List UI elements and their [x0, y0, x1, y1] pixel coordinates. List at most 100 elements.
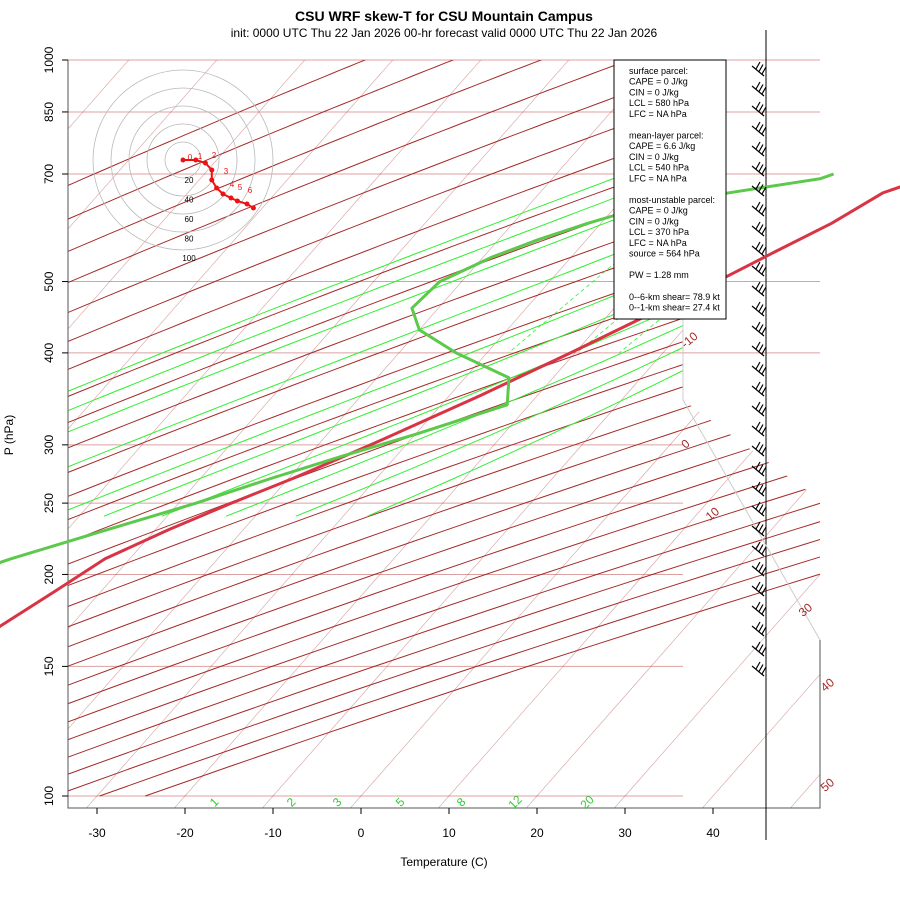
barb-flag: [761, 66, 767, 75]
wind-barb: [751, 321, 767, 337]
dry-adiabat-line: [68, 60, 820, 797]
barb-flag: [761, 366, 767, 375]
dry-adiabat-line: [145, 60, 820, 797]
barb-flag: [761, 146, 767, 155]
wind-barb: [751, 601, 767, 617]
x-tick-label: -30: [88, 826, 106, 840]
barb-flag: [761, 166, 767, 175]
barb-flag: [758, 444, 764, 452]
barb-staff: [751, 565, 765, 577]
moist-adiabat-line: [295, 60, 820, 517]
barb-flag: [758, 344, 764, 352]
barb-staff: [751, 505, 765, 517]
isotherm-label: 50: [818, 775, 837, 795]
y-tick-label: 1000: [42, 46, 56, 73]
dry-adiabat-line: [68, 60, 820, 797]
barb-flag: [761, 466, 767, 475]
mixing-ratio-label: 8: [454, 795, 469, 810]
wind-barb: [751, 201, 767, 217]
y-tick-label: 200: [42, 564, 56, 584]
barb-staff: [751, 285, 765, 297]
hodograph-point: [220, 191, 226, 197]
wind-barb: [751, 461, 767, 477]
hodograph-height-label: 4: [230, 180, 235, 189]
barb-flag: [761, 666, 767, 675]
barb-flag: [758, 64, 764, 72]
info-line: LFC = NA hPa: [629, 238, 687, 248]
isotherm-line: [859, 30, 900, 830]
info-line: source = 564 hPa: [629, 249, 700, 259]
barb-flag: [755, 161, 761, 170]
barb-flag: [761, 586, 767, 595]
wind-barb: [751, 221, 767, 237]
moist-adiabat-line: [225, 60, 820, 517]
hodograph-point: [209, 177, 215, 183]
barb-flag: [755, 621, 761, 630]
barb-flag: [755, 141, 761, 150]
barb-flag: [758, 224, 764, 232]
barb-staff: [751, 305, 765, 317]
y-axis-label: P (hPa): [2, 415, 16, 455]
barb-staff: [751, 245, 765, 257]
hodograph-ring-label: 80: [185, 235, 194, 244]
barb-staff: [751, 665, 765, 677]
info-line: CIN = 0 J/kg: [629, 152, 679, 162]
hodograph-ring: [164, 141, 202, 179]
dry-adiabat-line: [68, 60, 820, 797]
wind-barb: [751, 441, 767, 457]
barb-flag: [758, 284, 764, 292]
info-line: CAPE = 6.6 J/kg: [629, 141, 695, 151]
dry-adiabat-line: [68, 60, 820, 797]
barb-staff: [751, 625, 765, 637]
wind-barb: [751, 61, 767, 77]
dry-adiabat-line: [68, 60, 583, 797]
hodograph-ring-label: 60: [185, 215, 194, 224]
barb-flag: [755, 301, 761, 310]
barb-flag: [761, 606, 767, 615]
wind-barb: [751, 561, 767, 577]
wind-barb: [751, 281, 767, 297]
barb-flag: [761, 446, 767, 455]
x-tick-label: 0: [358, 826, 365, 840]
barb-staff: [751, 425, 765, 437]
hodograph-ring-label: 100: [182, 254, 196, 263]
barb-staff: [751, 485, 765, 497]
wind-barb: [751, 301, 767, 317]
y-tick-label: 850: [42, 102, 56, 122]
barb-flag: [761, 126, 767, 135]
isotherm-line: [331, 60, 820, 808]
mixing-ratio-label: 1: [207, 795, 222, 810]
isotherm-line: [68, 60, 156, 808]
barb-flag: [758, 244, 764, 252]
barb-flag: [761, 526, 767, 535]
barb-flag: [755, 581, 761, 590]
barb-flag: [761, 286, 767, 295]
barb-flag: [758, 124, 764, 132]
info-line: mean-layer parcel:: [629, 131, 704, 141]
mixing-ratio-line: [776, 60, 820, 354]
barb-staff: [751, 125, 765, 137]
isotherm-line: [243, 60, 820, 808]
hodograph-point: [228, 195, 234, 201]
info-line: most-unstable parcel:: [629, 195, 715, 205]
dry-adiabat-line: [68, 60, 820, 797]
barb-staff: [751, 605, 765, 617]
hodograph-point: [250, 205, 256, 211]
wind-barb: [751, 521, 767, 537]
hodograph-ring-label: 40: [185, 196, 194, 205]
dry-adiabat-line: [68, 60, 820, 797]
barb-flag: [761, 206, 767, 215]
dry-adiabats: [68, 60, 820, 797]
info-line: LCL = 540 hPa: [629, 163, 689, 173]
barb-staff: [751, 345, 765, 357]
chart-subtitle: init: 0000 UTC Thu 22 Jan 2026 00-hr for…: [231, 26, 658, 40]
barb-staff: [751, 265, 765, 277]
barb-flag: [761, 266, 767, 275]
wind-barb: [751, 661, 767, 677]
hodograph-ring: [92, 69, 274, 251]
moist-adiabat-line: [103, 60, 820, 517]
dry-adiabat-line: [68, 60, 820, 797]
barb-flag: [755, 661, 761, 670]
